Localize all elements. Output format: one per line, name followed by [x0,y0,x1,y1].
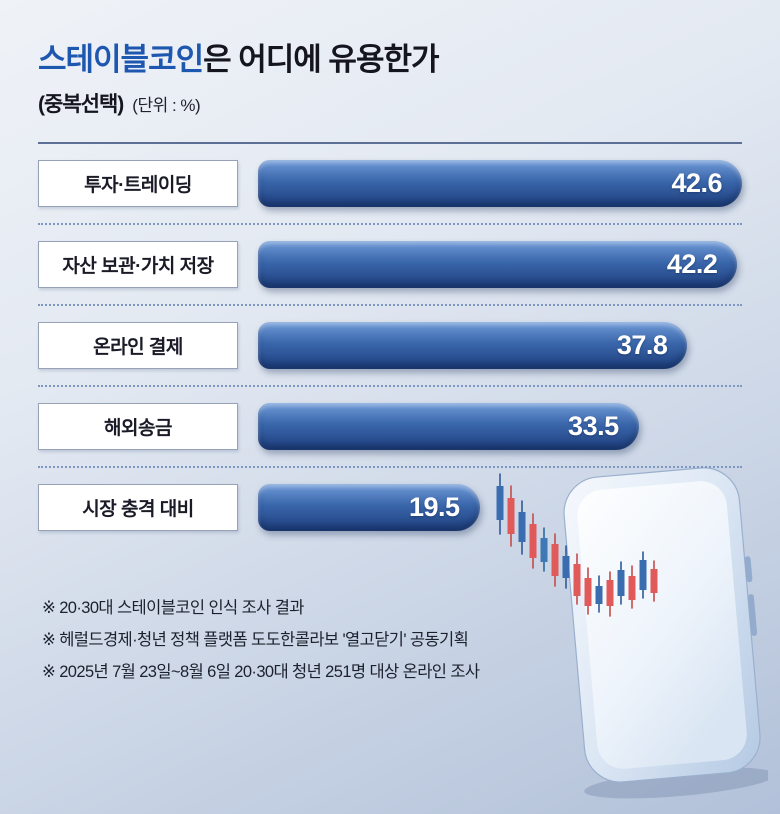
subtitle-unit: (단위 : %) [132,95,201,115]
value-bar: 19.5 [258,484,480,531]
value-label: 42.6 [671,168,722,198]
bar-row: 해외송금 33.5 [38,387,742,468]
value-label: 33.5 [568,411,619,441]
category-label: 해외송금 [38,403,238,450]
subtitle-note: (중복선택) [38,92,124,116]
chart-header: 스테이블코인은 어디에 유용한가 (중복선택) (단위 : %) [38,42,440,118]
value-label: 42.2 [666,249,718,279]
value-bar: 42.2 [258,241,738,288]
bar-track: 37.8 [258,322,742,369]
bar-chart: 투자·트레이딩 42.6 자산 보관·가치 저장 42.2 온라인 결제 37.… [38,142,742,547]
bar-row: 투자·트레이딩 42.6 [38,144,742,225]
value-label: 37.8 [616,330,668,360]
bar-row: 시장 충격 대비 19.5 [38,468,742,547]
value-bar: 42.6 [258,160,742,207]
bar-track: 42.2 [258,241,742,288]
category-label: 시장 충격 대비 [38,484,238,531]
bar-track: 42.6 [258,160,742,207]
phone-side-button [747,594,758,636]
value-bar: 33.5 [258,403,639,450]
footnote-line: ※ 2025년 7월 23일~8월 6일 20·30대 청년 251명 대상 온… [42,663,480,681]
bar-track: 19.5 [258,484,742,531]
page-title: 스테이블코인은 어디에 유용한가 [38,42,440,78]
phone-side-button [744,556,753,583]
title-rest: 은 어디에 유용한가 [203,42,439,77]
category-label: 투자·트레이딩 [38,160,238,207]
footnote-line: ※ 헤럴드경제·청년 정책 플랫폼 도도한콜라보 '열고닫기' 공동기획 [42,631,469,649]
chart-subtitle: (중복선택) (단위 : %) [38,88,439,118]
category-label: 온라인 결제 [38,322,238,369]
footnotes: ※ 20·30대 스테이블코인 인식 조사 결과 ※ 헤럴드경제·청년 정책 플… [42,592,480,688]
bar-row: 자산 보관·가치 저장 42.2 [38,225,742,306]
bar-track: 33.5 [258,403,742,450]
category-label: 자산 보관·가치 저장 [38,241,238,288]
title-accent: 스테이블코인 [38,42,204,77]
value-bar: 37.8 [258,322,688,369]
value-label: 19.5 [408,492,460,522]
bar-row: 온라인 결제 37.8 [38,306,742,387]
footnote-line: ※ 20·30대 스테이블코인 인식 조사 결과 [42,599,304,617]
